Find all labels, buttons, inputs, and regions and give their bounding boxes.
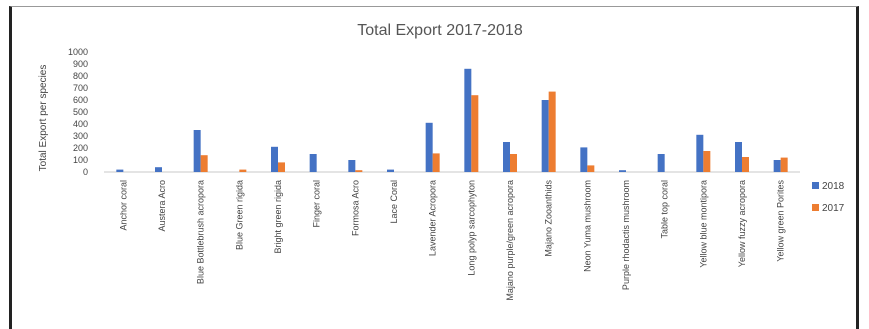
category-label: Long polyp sarcophyton bbox=[466, 180, 476, 276]
bar-2017 bbox=[703, 151, 711, 172]
bar-2018 bbox=[309, 154, 317, 172]
category-label: Lavender Acropora bbox=[428, 180, 438, 256]
y-tick-label: 600 bbox=[73, 95, 88, 105]
bar-2017 bbox=[355, 170, 363, 172]
bar-2018 bbox=[541, 100, 549, 172]
bar-2018 bbox=[348, 160, 356, 172]
bar-2017 bbox=[587, 165, 595, 172]
bar-2018 bbox=[580, 147, 588, 172]
bar-2018 bbox=[116, 169, 124, 172]
y-tick-label: 0 bbox=[83, 167, 88, 177]
category-label: Blue Green rigida bbox=[234, 180, 244, 250]
bar-2017 bbox=[471, 95, 479, 172]
y-tick-label: 800 bbox=[73, 71, 88, 81]
y-tick-label: 200 bbox=[73, 143, 88, 153]
y-tick-label: 300 bbox=[73, 131, 88, 141]
y-axis-ticks: 0 100 200 300 400 500 600 700 800 900 1000 bbox=[68, 47, 88, 177]
y-tick-label: 100 bbox=[73, 155, 88, 165]
category-label: Blue Bottlebrush acropora bbox=[196, 180, 206, 284]
bar-2018 bbox=[657, 154, 665, 172]
y-tick-label: 500 bbox=[73, 107, 88, 117]
bar-2018 bbox=[271, 146, 278, 172]
y-tick-label: 700 bbox=[73, 83, 88, 93]
legend-label: 2017 bbox=[822, 203, 845, 214]
bar-2017 bbox=[239, 169, 247, 172]
category-label: Finger coral bbox=[312, 180, 322, 228]
bar-2018 bbox=[503, 142, 510, 172]
chart-title: Total Export 2017-2018 bbox=[357, 22, 523, 39]
bar-2018 bbox=[773, 160, 781, 172]
bar-2018 bbox=[155, 167, 162, 172]
y-axis-label: Total Export per species bbox=[38, 65, 49, 172]
legend-swatch bbox=[812, 182, 819, 189]
bar-2018 bbox=[619, 170, 626, 172]
category-label: Neon Yuma mushroom bbox=[582, 180, 592, 272]
bar-2018 bbox=[387, 169, 394, 172]
category-label: Austera Acro bbox=[157, 180, 167, 232]
category-label: Lace Coral bbox=[389, 180, 399, 224]
category-labels: Anchor coral Austera Acro Blue Bottlebrush… bbox=[118, 180, 785, 301]
category-label: Yellow green Porites bbox=[776, 180, 786, 262]
legend: 2018 2017 bbox=[812, 181, 845, 214]
bar-2017 bbox=[432, 153, 440, 172]
bar-2018 bbox=[425, 122, 433, 172]
bar-2017 bbox=[742, 157, 749, 172]
category-label: Purple rhodactis mushroom bbox=[621, 180, 631, 290]
category-label: Majano Zooanthids bbox=[544, 180, 554, 257]
category-label: Anchor coral bbox=[118, 180, 128, 231]
bar-2017 bbox=[510, 154, 517, 172]
category-label: Table top coral bbox=[660, 180, 670, 239]
bar-2017 bbox=[278, 162, 285, 172]
category-label: Yellow blue montipora bbox=[698, 180, 708, 268]
bar-2017 bbox=[548, 91, 556, 172]
bar-2018 bbox=[735, 142, 742, 172]
bar-2017 bbox=[780, 157, 788, 172]
category-label: Bright green rigida bbox=[273, 180, 283, 254]
y-tick-label: 400 bbox=[73, 119, 88, 129]
bar-2017 bbox=[200, 155, 208, 172]
y-tick-label: 1000 bbox=[68, 47, 88, 57]
bar-2018 bbox=[193, 130, 201, 172]
bar-2018 bbox=[464, 68, 472, 172]
legend-swatch bbox=[812, 204, 819, 211]
legend-label: 2018 bbox=[822, 181, 845, 192]
category-label: Yellow fuzzy acropora bbox=[737, 180, 747, 267]
category-label: Majano purple/green acropora bbox=[505, 180, 515, 301]
category-label: Formosa Acro bbox=[350, 180, 360, 236]
y-tick-label: 900 bbox=[73, 59, 88, 69]
bars bbox=[116, 68, 788, 172]
bar-2018 bbox=[696, 134, 704, 172]
